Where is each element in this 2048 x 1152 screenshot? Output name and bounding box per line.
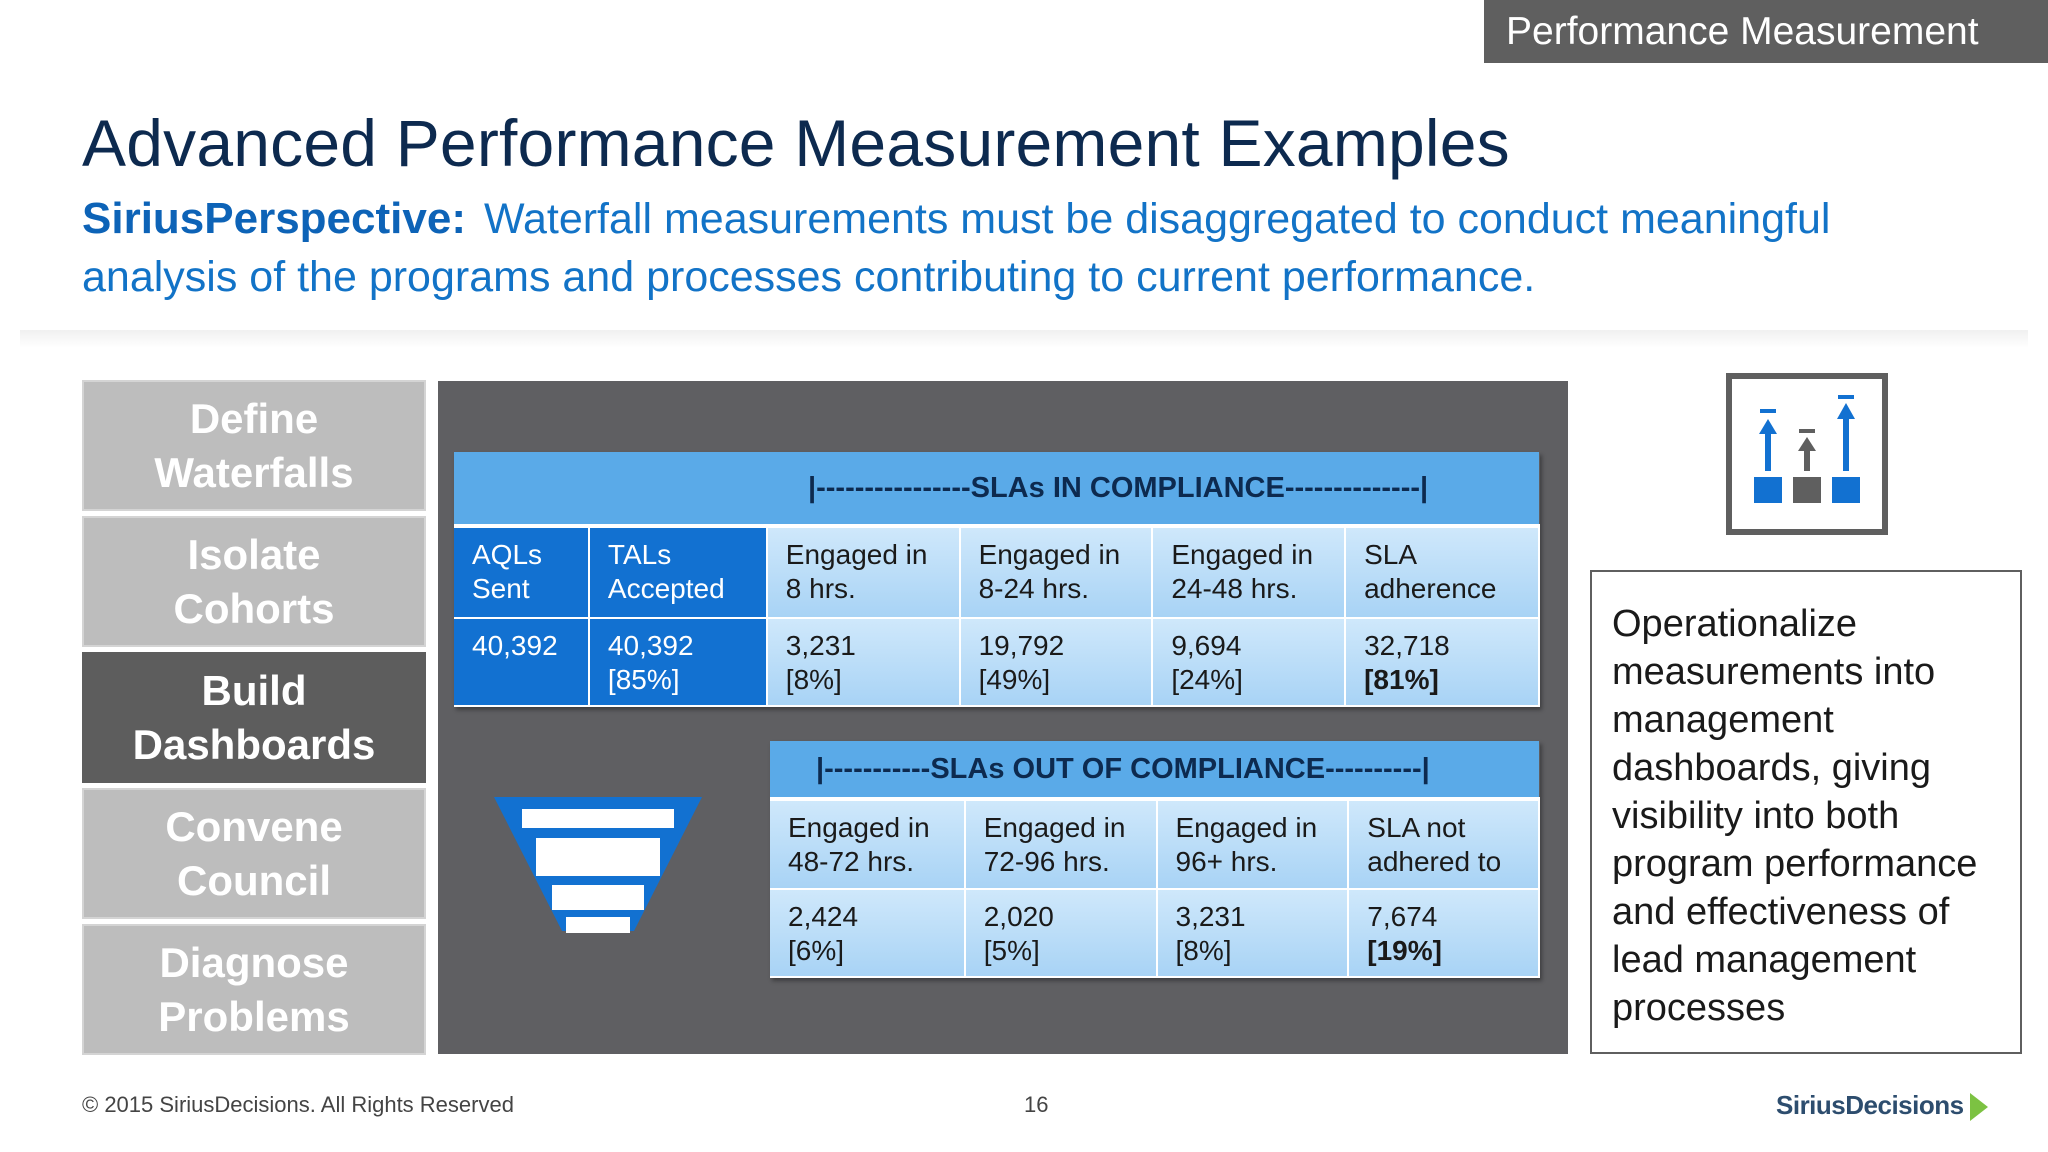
sla-out-compliance-table: |-----------SLAs OUT OF COMPLIANCE------… [770,741,1540,978]
step-build-dashboards[interactable]: Build Dashboards [82,652,426,783]
sla-in-cell-8hrs: 3,231 [8%] [766,618,961,707]
sla-in-cell-24-48hrs: 9,694 [24%] [1152,618,1347,707]
step-define-waterfalls[interactable]: Define Waterfalls [82,380,426,511]
sla-in-header-tals: TALs Accepted [588,526,768,619]
sla-in-header-adherence: SLA adherence [1345,526,1540,619]
sla-out-header-96plus: Engaged in 96+ hrs. [1156,799,1350,890]
sla-in-header-aqls: AQLs Sent [454,526,590,619]
dashboard-chart-icon [1726,373,1888,535]
brand-arrow-icon [1969,1093,1988,1122]
sla-in-cell-tals: 40,392 [85%] [588,618,768,707]
sla-out-header-48-72hrs: Engaged in 48-72 hrs. [770,799,966,890]
sla-in-compliance-table: |----------------SLAs IN COMPLIANCE-----… [454,452,1540,707]
sla-in-cell-8-24hrs: 19,792 [49%] [959,618,1154,707]
sirius-perspective: SiriusPerspective: Waterfall measurements… [82,190,1962,306]
sla-in-header-8-24hrs: Engaged in 8-24 hrs. [959,526,1154,619]
callout-box: Operationalize measurements into managem… [1590,570,2022,1054]
step-nav: Define Waterfalls Isolate Cohorts Build … [82,380,426,1060]
funnel-icon [494,797,702,933]
sla-in-cell-aqls: 40,392 [454,618,590,707]
divider [20,330,2028,348]
step-isolate-cohorts[interactable]: Isolate Cohorts [82,516,426,647]
sla-out-cell-96plus: 3,231 [8%] [1156,889,1350,978]
brand-logo: SiriusDecisions [1776,1090,1988,1122]
copyright: © 2015 SiriusDecisions. All Rights Reser… [82,1092,514,1117]
sla-out-cell-48-72hrs: 2,424 [6%] [770,889,966,978]
page-number: 16 [1024,1092,1049,1117]
perspective-lead: SiriusPerspective: [82,194,466,243]
sla-in-cell-adherence: 32,718 [81%] [1345,618,1540,707]
page-title: Advanced Performance Measurement Example… [82,106,1510,180]
sla-out-title: |-----------SLAs OUT OF COMPLIANCE------… [770,741,1539,801]
sla-in-header-8hrs: Engaged in 8 hrs. [766,526,961,619]
sla-in-title: |----------------SLAs IN COMPLIANCE-----… [454,452,1539,528]
sla-in-header-24-48hrs: Engaged in 24-48 hrs. [1152,526,1347,619]
section-tag: Performance Measurement [1484,0,2048,63]
sla-out-header-not-adhered: SLA not adhered to [1348,799,1540,890]
sla-out-cell-not-adhered: 7,674 [19%] [1348,889,1540,978]
step-convene-council[interactable]: Convene Council [82,788,426,919]
sla-out-cell-72-96hrs: 2,020 [5%] [964,889,1158,978]
dashboard-panel: |----------------SLAs IN COMPLIANCE-----… [438,381,1568,1054]
perspective-text: Waterfall measurements must be disaggreg… [82,195,1831,301]
step-diagnose-problems[interactable]: Diagnose Problems [82,924,426,1055]
bar-arrows-icon [1754,395,1860,503]
sla-out-header-72-96hrs: Engaged in 72-96 hrs. [964,799,1158,890]
